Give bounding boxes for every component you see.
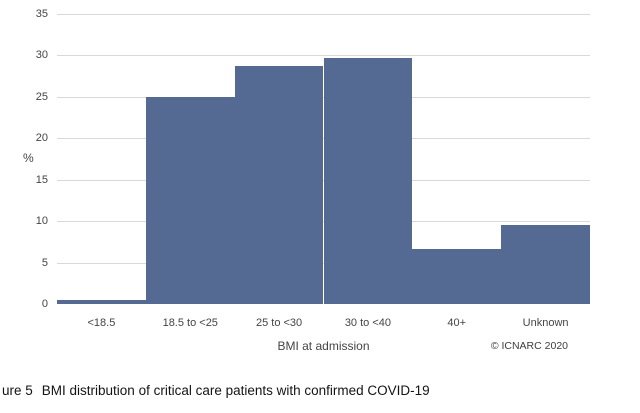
y-tick-label-15: 15 bbox=[35, 173, 48, 186]
y-tick-label-5: 5 bbox=[41, 256, 48, 269]
x-tick-label-0: <18.5 bbox=[87, 317, 116, 329]
x-tick-label-5: Unknown bbox=[522, 317, 569, 329]
bar-25-to-30 bbox=[234, 66, 324, 304]
x-tick-label-1: 18.5 to <25 bbox=[162, 317, 218, 329]
y-tick-label-0: 0 bbox=[41, 298, 48, 310]
copyright-note: © ICNARC 2020 bbox=[490, 340, 568, 352]
x-tick-label-3: 30 to <40 bbox=[344, 317, 391, 329]
figure-caption: ure 5 BMI distribution of critical care p… bbox=[2, 383, 430, 398]
y-tick-label-25: 25 bbox=[35, 90, 48, 103]
y-tick-label-35: 35 bbox=[35, 8, 48, 20]
gridline-35 bbox=[57, 14, 590, 15]
x-tick-label-4: 40+ bbox=[447, 317, 467, 329]
figure-caption-prefix: ure 5 bbox=[2, 383, 33, 398]
y-tick-label-30: 30 bbox=[35, 49, 48, 62]
x-axis-title: BMI at admission bbox=[277, 339, 370, 353]
figure-caption-text: BMI distribution of critical care patien… bbox=[41, 383, 430, 398]
x-tick-label-2: 25 to <30 bbox=[255, 317, 303, 329]
bar-18-5 bbox=[57, 299, 146, 304]
bar-40 bbox=[412, 248, 502, 304]
gridline-30 bbox=[57, 55, 590, 57]
y-tick-label-10: 10 bbox=[35, 215, 48, 228]
bar-18-5-to-25 bbox=[145, 96, 235, 304]
bmi-distribution-chart: % BMI at admission © ICNARC 2020 0 5 10 15 2… bbox=[23, 8, 590, 353]
plot-area bbox=[57, 14, 590, 304]
y-axis-label: % bbox=[23, 151, 34, 165]
bar-30-to-40 bbox=[323, 57, 413, 304]
y-tick-label-20: 20 bbox=[35, 132, 48, 145]
bar-unknown bbox=[501, 225, 590, 304]
